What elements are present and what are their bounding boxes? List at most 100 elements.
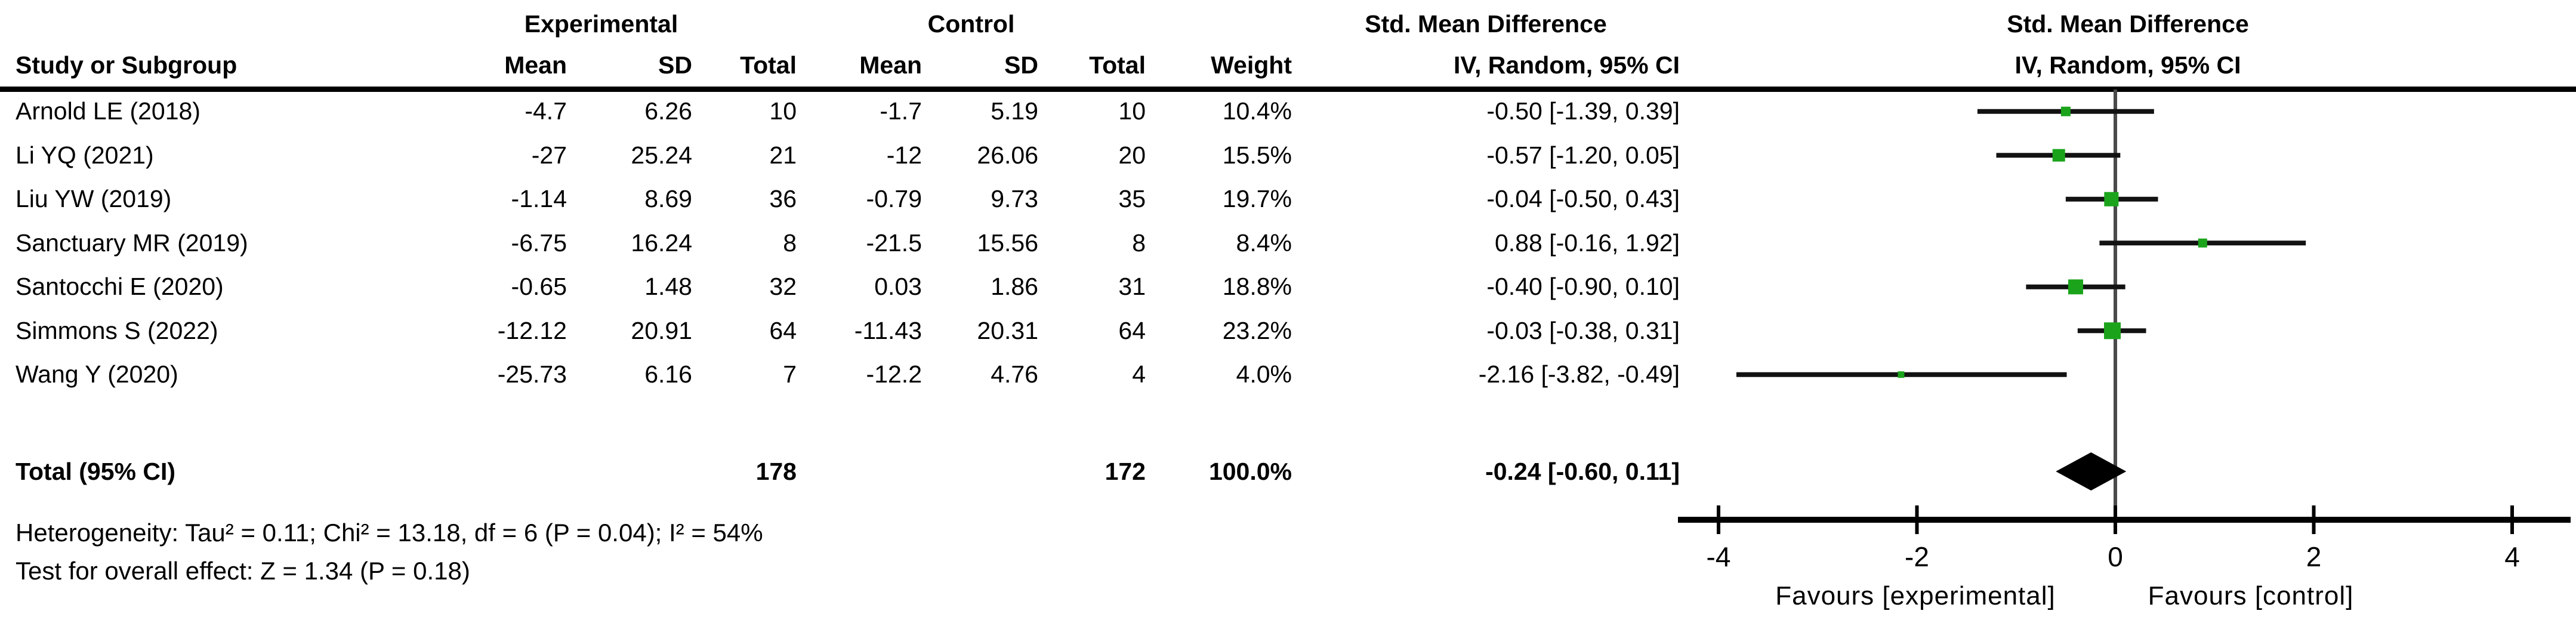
study-name: Wang Y (2020)	[16, 360, 178, 388]
cell-empty	[797, 449, 922, 494]
plot-spacer	[1680, 265, 2576, 309]
study-name: Simmons S (2022)	[16, 316, 218, 344]
ctrl-sd: 5.19	[991, 97, 1038, 125]
exp-mean: -0.65	[511, 273, 567, 300]
header-rule	[0, 87, 2576, 92]
ci-label: -0.50 [-1.39, 0.39]	[1486, 97, 1680, 125]
study-row: Sanctuary MR (2019) -6.75 16.24 8 -21.5 15.56…	[0, 221, 2576, 266]
overall-effect-note: Test for overall effect: Z = 1.34 (P = 0…	[16, 557, 470, 585]
exp-mean: -12.12	[497, 316, 567, 344]
tick-label: -2	[1905, 541, 1929, 572]
exp-total: 8	[783, 229, 797, 257]
study-name: Liu YW (2019)	[16, 185, 172, 212]
header-exp-sd: SD	[658, 51, 692, 79]
ci-label: -0.40 [-0.90, 0.10]	[1486, 273, 1680, 300]
ctrl-sd: 4.76	[991, 360, 1038, 388]
ctrl-mean: -21.5	[866, 229, 922, 257]
ctrl-mean: -12	[886, 141, 922, 169]
cell-empty	[406, 449, 567, 494]
exp-sd: 6.26	[644, 97, 692, 125]
header-ctrl-sd: SD	[1004, 51, 1038, 79]
ci-label: 0.88 [-0.16, 1.92]	[1494, 229, 1680, 257]
header-weight: Weight	[1211, 51, 1292, 79]
exp-sd: 20.91	[631, 316, 692, 344]
tick-label: 4	[2504, 541, 2520, 572]
ctrl-mean: -11.43	[854, 316, 922, 344]
study-rows: Arnold LE (2018) -4.7 6.26 10 -1.7 5.19 10 10.4…	[0, 90, 2576, 397]
weight: 8.4%	[1236, 229, 1292, 257]
cell-empty	[567, 449, 692, 494]
header-columns-row: Study or Subgroup Mean SD Total Mean SD …	[0, 44, 2576, 86]
header-experimental: Experimental	[524, 10, 678, 38]
exp-sd: 16.24	[631, 229, 692, 257]
exp-total: 7	[783, 360, 797, 388]
weight: 19.7%	[1222, 185, 1292, 212]
total-ci-label: -0.24 [-0.60, 0.11]	[1485, 458, 1680, 485]
exp-total: 32	[769, 273, 797, 300]
ci-label: -0.57 [-1.20, 0.05]	[1486, 141, 1680, 169]
exp-mean: -25.73	[497, 360, 567, 388]
exp-sd: 25.24	[631, 141, 692, 169]
study-name: Li YQ (2021)	[16, 141, 154, 169]
weight: 18.8%	[1222, 273, 1292, 300]
study-row: Liu YW (2019) -1.14 8.69 36 -0.79 9.73 35 19.7%…	[0, 177, 2576, 221]
favours-left-label: Favours [experimental]	[1775, 581, 2056, 610]
study-row: Li YQ (2021) -27 25.24 21 -12 26.06 20 15.5% -0.…	[0, 134, 2576, 178]
ctrl-mean: -0.79	[866, 185, 922, 212]
header-exp-mean: Mean	[504, 51, 567, 79]
header-ci-model: IV, Random, 95% CI	[1454, 51, 1680, 79]
ctrl-sd: 1.86	[991, 273, 1038, 300]
plot-spacer	[1680, 221, 2576, 266]
study-row: Arnold LE (2018) -4.7 6.26 10 -1.7 5.19 10 10.4…	[0, 90, 2576, 134]
tick-label: -4	[1707, 541, 1731, 572]
favours-right-label: Favours [control]	[2148, 581, 2354, 610]
header-control: Control	[927, 10, 1015, 38]
ctrl-sd: 15.56	[977, 229, 1038, 257]
weight: 15.5%	[1222, 141, 1292, 169]
cell-empty	[922, 449, 1038, 494]
exp-mean: -4.7	[525, 97, 567, 125]
tick-label: 2	[2306, 541, 2322, 572]
ctrl-total: 64	[1118, 316, 1146, 344]
ctrl-mean: 0.03	[874, 273, 922, 300]
weight: 10.4%	[1222, 97, 1292, 125]
header-spacer	[1146, 2, 1292, 45]
exp-sd: 8.69	[644, 185, 692, 212]
ctrl-total: 8	[1132, 229, 1146, 257]
ci-label: -0.04 [-0.50, 0.43]	[1486, 185, 1680, 212]
ctrl-sd: 26.06	[977, 141, 1038, 169]
cell-empty	[1680, 449, 2576, 494]
header-group-row: Experimental Control Std. Mean Differenc…	[0, 2, 2576, 45]
plot-spacer	[1680, 90, 2576, 134]
study-name: Santocchi E (2020)	[16, 273, 224, 300]
study-name: Sanctuary MR (2019)	[16, 229, 248, 257]
exp-mean: -27	[531, 141, 567, 169]
exp-sd: 1.48	[644, 273, 692, 300]
plot-spacer	[1680, 177, 2576, 221]
study-row: Simmons S (2022) -12.12 20.91 64 -11.43 20.31…	[0, 309, 2576, 353]
exp-total: 64	[769, 316, 797, 344]
ci-label: -0.03 [-0.38, 0.31]	[1486, 316, 1680, 344]
ctrl-total: 4	[1132, 360, 1146, 388]
ctrl-total: 35	[1118, 185, 1146, 212]
exp-total: 36	[769, 185, 797, 212]
header-plot-ci-model: IV, Random, 95% CI	[2014, 51, 2241, 79]
header-plot-effect-measure: Std. Mean Difference	[2007, 10, 2249, 38]
weight: 4.0%	[1236, 360, 1292, 388]
ctrl-sd: 20.31	[977, 316, 1038, 344]
exp-total: 10	[769, 97, 797, 125]
exp-total: 21	[769, 141, 797, 169]
total-row: Total (95% CI) 178 172 100.0% -0.24 [-0.…	[0, 449, 2576, 494]
header-spacer	[0, 2, 406, 45]
total-ctrl-total: 172	[1105, 458, 1146, 485]
ctrl-total: 10	[1118, 97, 1146, 125]
study-row: Wang Y (2020) -25.73 6.16 7 -12.2 4.76 4 4.0% -2…	[0, 353, 2576, 397]
tick-label: 0	[2108, 541, 2123, 572]
plot-spacer	[1680, 309, 2576, 353]
exp-mean: -6.75	[511, 229, 567, 257]
header-effect-measure: Std. Mean Difference	[1365, 10, 1607, 38]
ctrl-mean: -1.7	[880, 97, 922, 125]
ctrl-mean: -12.2	[866, 360, 922, 388]
ctrl-total: 20	[1118, 141, 1146, 169]
